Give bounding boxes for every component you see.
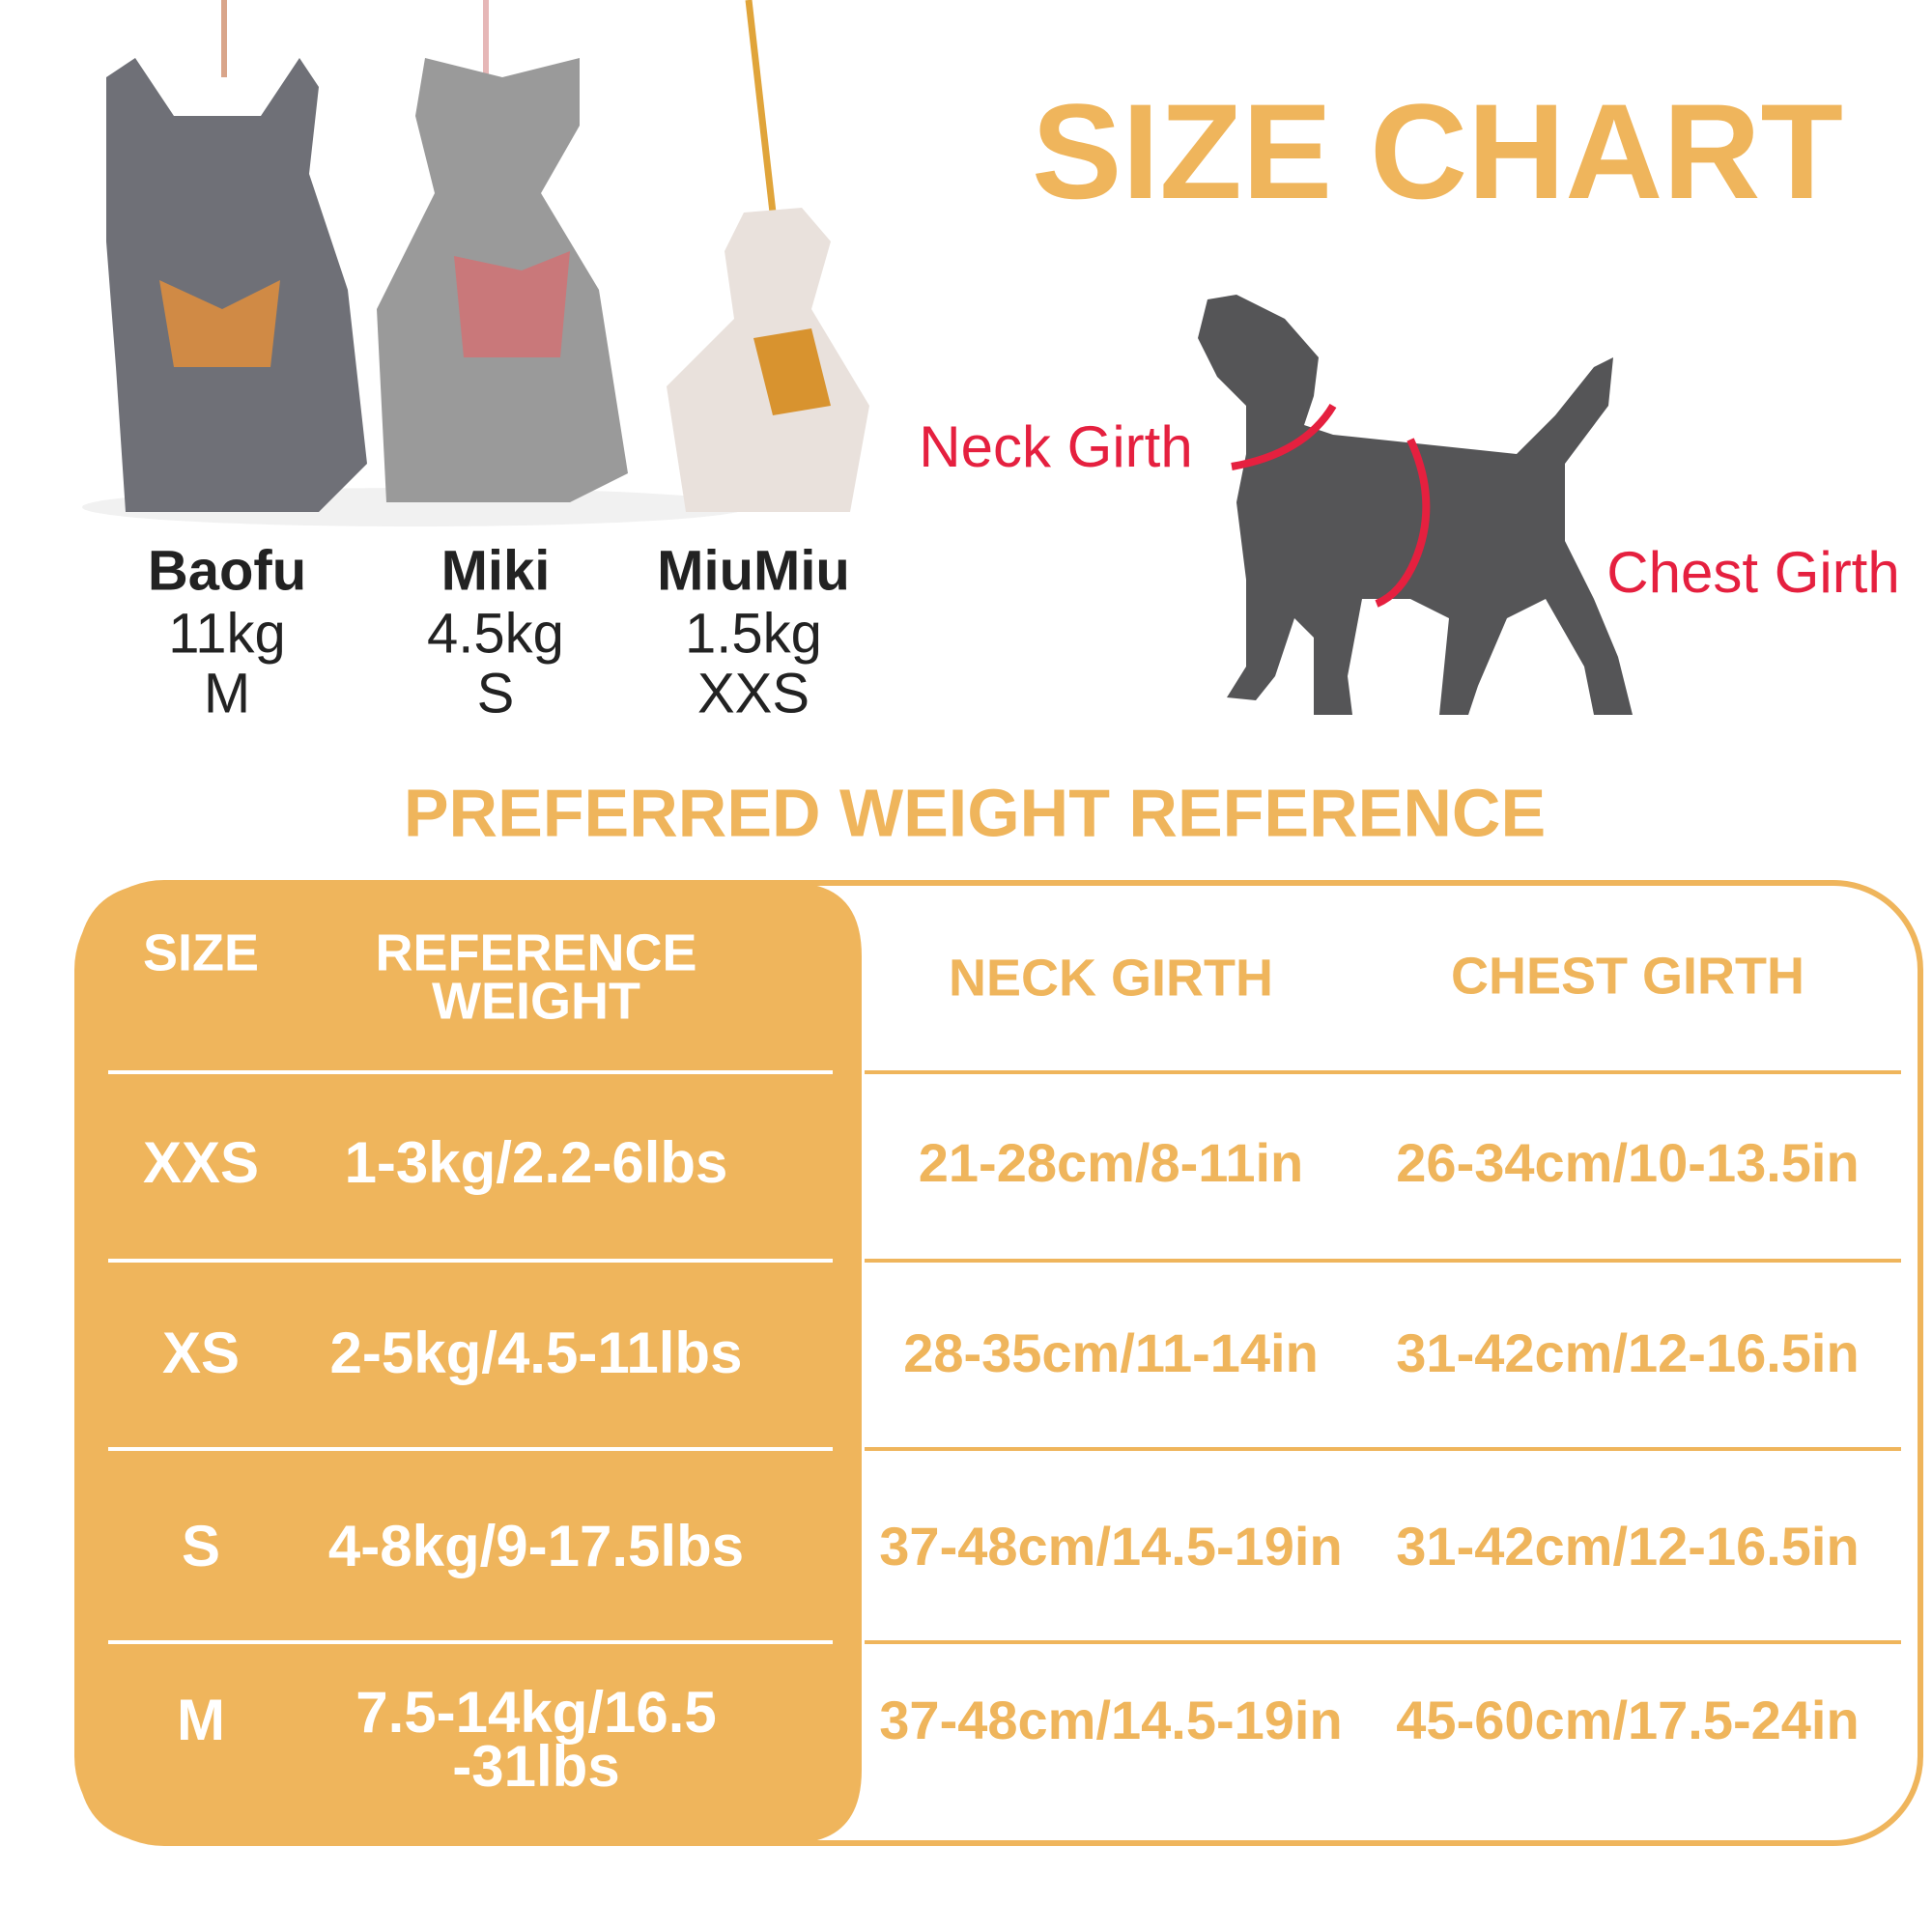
neck-girth-label: Neck Girth bbox=[919, 414, 1192, 479]
cell-neck: 37-48cm/14.5-19in bbox=[879, 1516, 1342, 1577]
table-left-panel bbox=[77, 883, 862, 1843]
cell-neck: 28-35cm/11-14in bbox=[903, 1322, 1319, 1383]
dog-name: Baofu bbox=[148, 539, 306, 602]
dog-size: S bbox=[477, 662, 515, 724]
cell-size: XS bbox=[162, 1321, 240, 1385]
dog-weight: 4.5kg bbox=[427, 602, 564, 665]
dog-name: MiuMiu bbox=[657, 539, 850, 602]
dog-photos bbox=[82, 0, 869, 526]
dog-weight: 1.5kg bbox=[685, 602, 822, 665]
header-size: SIZE bbox=[143, 923, 259, 981]
dog-weight: 11kg bbox=[168, 602, 285, 665]
chest-girth-label: Chest Girth bbox=[1606, 540, 1899, 605]
cell-chest: 45-60cm/17.5-24in bbox=[1396, 1690, 1859, 1750]
header-chest: CHEST GIRTH bbox=[1451, 947, 1804, 1005]
title: SIZE CHART bbox=[1032, 75, 1843, 227]
dog-diagram bbox=[1198, 295, 1633, 715]
cell-weight: 1-3kg/2.2-6lbs bbox=[345, 1130, 728, 1195]
cell-weight: 2-5kg/4.5-11lbs bbox=[330, 1321, 743, 1385]
cell-weight: -31lbs bbox=[452, 1734, 619, 1799]
subtitle: PREFERRED WEIGHT REFERENCE bbox=[404, 775, 1546, 850]
cell-chest: 31-42cm/12-16.5in bbox=[1396, 1322, 1859, 1383]
cell-size: S bbox=[182, 1514, 220, 1578]
cell-chest: 26-34cm/10-13.5in bbox=[1396, 1132, 1859, 1193]
cell-neck: 37-48cm/14.5-19in bbox=[879, 1690, 1342, 1750]
header-weight: REFERENCE bbox=[375, 923, 696, 981]
dog-size: M bbox=[204, 662, 250, 724]
header-neck: NECK GIRTH bbox=[949, 949, 1273, 1007]
dog-name: Miki bbox=[441, 539, 551, 602]
dog-size: XXS bbox=[697, 662, 810, 724]
cell-weight: 4-8kg/9-17.5lbs bbox=[328, 1514, 744, 1578]
cell-weight: 7.5-14kg/16.5 bbox=[355, 1680, 717, 1745]
cell-size: M bbox=[177, 1688, 225, 1752]
cell-size: XXS bbox=[143, 1130, 259, 1195]
cell-neck: 21-28cm/8-11in bbox=[919, 1132, 1303, 1193]
cell-chest: 31-42cm/12-16.5in bbox=[1396, 1516, 1859, 1577]
header-weight: WEIGHT bbox=[432, 972, 640, 1030]
